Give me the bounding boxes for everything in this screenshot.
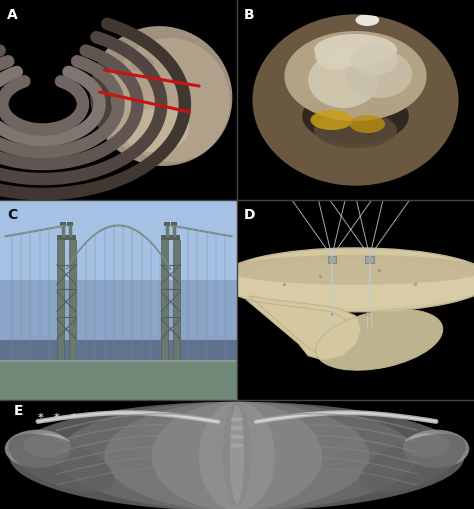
Ellipse shape bbox=[116, 60, 145, 80]
Text: C: C bbox=[7, 208, 18, 222]
Ellipse shape bbox=[104, 402, 370, 509]
Bar bbox=[0, 361, 237, 400]
Text: *: * bbox=[71, 413, 76, 422]
Bar bbox=[173, 240, 180, 363]
Ellipse shape bbox=[346, 50, 412, 98]
Ellipse shape bbox=[351, 45, 398, 75]
Ellipse shape bbox=[284, 31, 427, 121]
Ellipse shape bbox=[5, 430, 71, 468]
Bar bbox=[0, 360, 237, 362]
Ellipse shape bbox=[316, 309, 443, 370]
Ellipse shape bbox=[57, 402, 417, 509]
Text: *: * bbox=[37, 413, 43, 422]
Ellipse shape bbox=[90, 26, 232, 166]
Ellipse shape bbox=[230, 405, 244, 503]
Ellipse shape bbox=[230, 417, 244, 421]
Bar bbox=[67, 222, 73, 226]
Bar bbox=[164, 222, 170, 226]
Ellipse shape bbox=[130, 56, 154, 72]
Bar bbox=[328, 257, 336, 264]
Ellipse shape bbox=[223, 402, 251, 506]
Text: B: B bbox=[244, 8, 255, 22]
Bar bbox=[60, 222, 65, 226]
Ellipse shape bbox=[9, 402, 465, 509]
Ellipse shape bbox=[403, 434, 450, 458]
Bar bbox=[50, 362, 83, 372]
Polygon shape bbox=[246, 296, 360, 360]
Ellipse shape bbox=[219, 248, 474, 312]
Ellipse shape bbox=[403, 430, 469, 468]
Ellipse shape bbox=[315, 42, 358, 70]
Ellipse shape bbox=[6, 15, 113, 185]
Text: E: E bbox=[14, 404, 24, 418]
Ellipse shape bbox=[9, 434, 115, 492]
Bar bbox=[0, 200, 237, 340]
Ellipse shape bbox=[230, 426, 244, 430]
Text: *: * bbox=[54, 413, 60, 422]
Ellipse shape bbox=[356, 14, 379, 26]
Bar bbox=[161, 240, 168, 363]
Bar bbox=[154, 362, 187, 372]
Ellipse shape bbox=[225, 260, 474, 308]
Bar bbox=[0, 200, 237, 280]
Ellipse shape bbox=[308, 52, 379, 108]
Ellipse shape bbox=[350, 115, 385, 133]
Circle shape bbox=[244, 6, 467, 194]
Ellipse shape bbox=[230, 443, 244, 448]
Ellipse shape bbox=[310, 110, 353, 130]
Ellipse shape bbox=[225, 255, 474, 285]
Ellipse shape bbox=[152, 402, 322, 509]
Bar bbox=[161, 235, 180, 240]
Ellipse shape bbox=[109, 96, 185, 152]
Ellipse shape bbox=[314, 112, 397, 148]
Ellipse shape bbox=[302, 88, 409, 144]
Bar bbox=[365, 257, 374, 264]
Ellipse shape bbox=[123, 108, 190, 152]
Bar bbox=[172, 222, 177, 226]
Ellipse shape bbox=[111, 38, 230, 162]
Bar bbox=[57, 240, 64, 363]
Ellipse shape bbox=[24, 434, 71, 458]
Bar bbox=[69, 240, 76, 363]
Ellipse shape bbox=[230, 435, 244, 439]
Ellipse shape bbox=[314, 34, 397, 66]
Ellipse shape bbox=[199, 402, 275, 509]
Bar bbox=[57, 235, 76, 240]
Text: A: A bbox=[7, 8, 18, 22]
Ellipse shape bbox=[359, 434, 465, 492]
Text: D: D bbox=[244, 208, 255, 222]
